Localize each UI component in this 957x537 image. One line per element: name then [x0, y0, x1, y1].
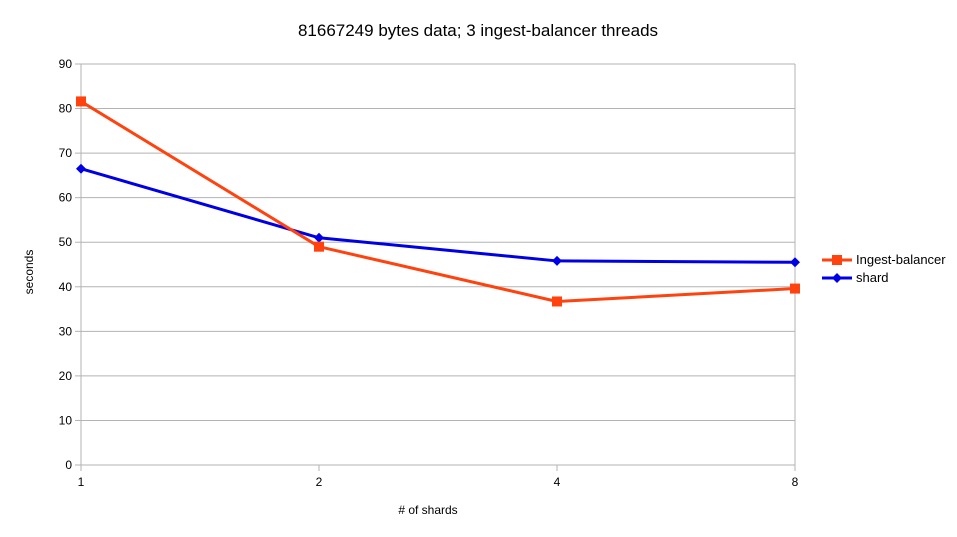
data-point	[76, 96, 86, 107]
y-tick-label: 10	[59, 413, 73, 427]
series-ingest-balancer	[76, 96, 800, 307]
y-tick-label: 0	[65, 458, 72, 472]
y-tick-label: 90	[59, 57, 73, 71]
legend: Ingest-balancer shard	[822, 252, 946, 285]
data-point	[790, 257, 800, 268]
data-point	[314, 241, 324, 252]
legend-marker	[832, 273, 842, 283]
x-tick-label: 8	[792, 475, 799, 489]
legend-entry: Ingest-balancer	[822, 252, 946, 267]
y-tick-label: 50	[59, 235, 73, 249]
x-tick-label: 2	[316, 475, 323, 489]
data-point	[76, 163, 86, 174]
y-tick-label: 30	[59, 324, 73, 338]
data-point	[552, 296, 562, 307]
chart-title: 81667249 bytes data; 3 ingest-balancer t…	[298, 21, 658, 40]
legend-marker	[832, 255, 842, 265]
y-tick-labels: 0 10 20 30 40 50 60 70 80 90	[59, 57, 73, 472]
data-point	[790, 283, 800, 294]
legend-label: Ingest-balancer	[856, 252, 946, 267]
x-tick-labels: 1 2 4 8	[78, 475, 799, 489]
data-point	[552, 255, 562, 266]
x-tick-label: 4	[554, 475, 561, 489]
series-shard	[76, 163, 800, 268]
y-axis-title: seconds	[22, 250, 36, 295]
legend-entry: shard	[822, 270, 889, 285]
series-line	[80, 167, 796, 264]
y-tick-label: 60	[59, 191, 73, 205]
series-layer	[76, 96, 800, 307]
y-tick-label: 40	[59, 280, 73, 294]
x-axis-title: # of shards	[398, 503, 457, 517]
gridlines	[75, 63, 796, 471]
y-tick-label: 70	[59, 146, 73, 160]
series-line	[80, 100, 796, 303]
y-tick-label: 20	[59, 369, 73, 383]
legend-label: shard	[856, 270, 889, 285]
data-point	[314, 232, 324, 243]
y-tick-label: 80	[59, 102, 73, 116]
x-tick-label: 1	[78, 475, 85, 489]
